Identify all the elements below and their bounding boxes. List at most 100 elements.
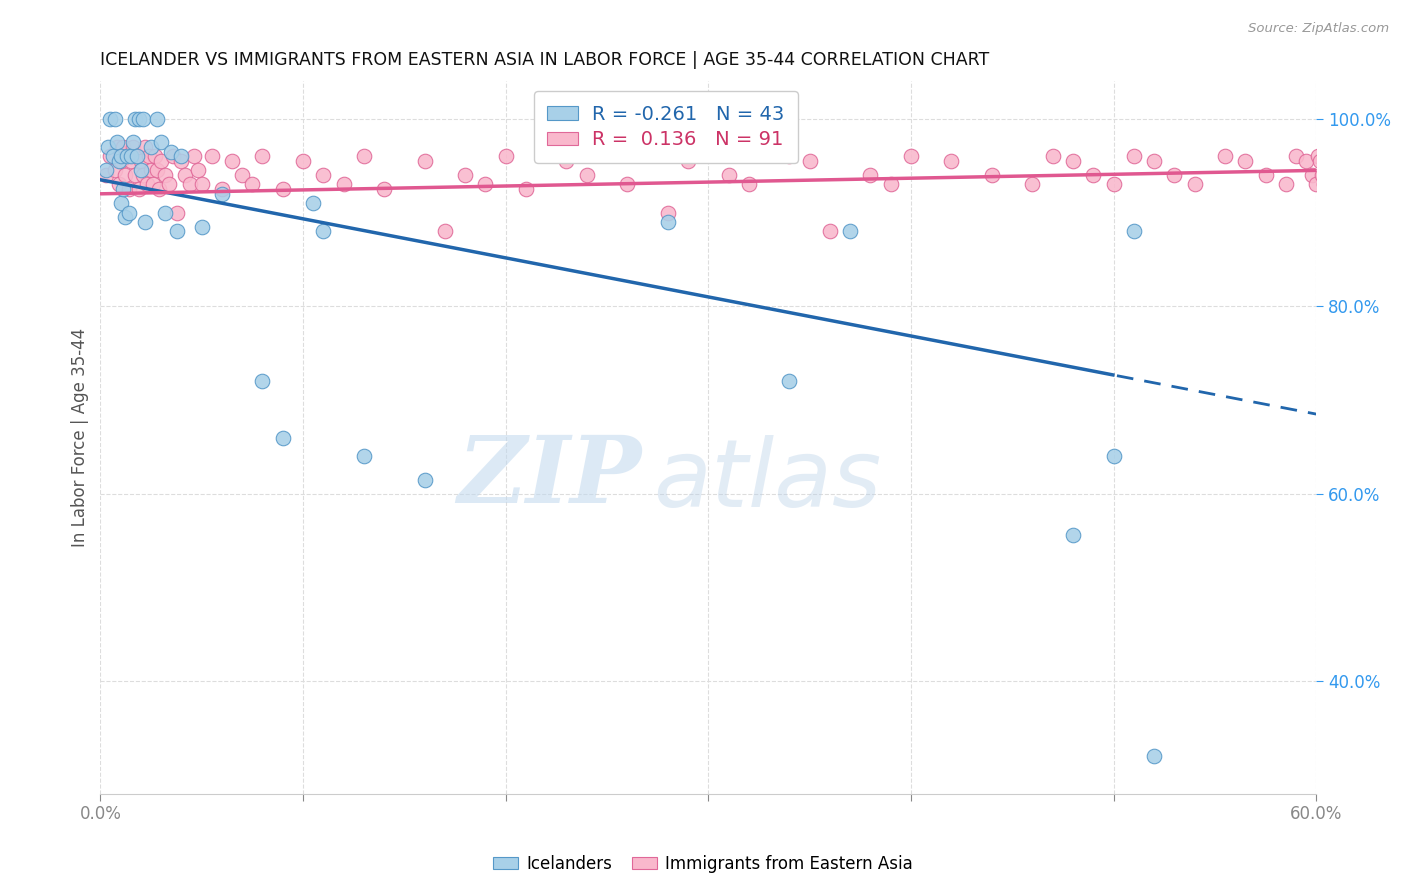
Point bbox=[179, 178, 201, 192]
Point bbox=[221, 154, 243, 169]
Legend: Icelanders, Immigrants from Eastern Asia: Icelanders, Immigrants from Eastern Asia bbox=[486, 848, 920, 880]
Point bbox=[859, 168, 882, 182]
Point bbox=[1143, 154, 1166, 169]
Point bbox=[103, 163, 125, 178]
Point bbox=[839, 224, 862, 238]
Point bbox=[105, 140, 128, 154]
Point bbox=[373, 182, 395, 196]
Legend: R = -0.261   N = 43, R =  0.136   N = 91: R = -0.261 N = 43, R = 0.136 N = 91 bbox=[534, 91, 797, 163]
Point bbox=[1062, 528, 1084, 542]
Point bbox=[657, 205, 679, 219]
Point bbox=[1313, 178, 1336, 192]
Point bbox=[1295, 154, 1317, 169]
Point bbox=[271, 430, 294, 444]
Point bbox=[170, 154, 193, 169]
Point bbox=[413, 154, 436, 169]
Point bbox=[124, 168, 146, 182]
Point bbox=[150, 135, 173, 149]
Point bbox=[146, 163, 169, 178]
Point bbox=[941, 154, 963, 169]
Point bbox=[148, 182, 170, 196]
Point bbox=[1315, 154, 1337, 169]
Point bbox=[1122, 224, 1144, 238]
Point bbox=[146, 112, 169, 126]
Point bbox=[1122, 149, 1144, 163]
Point bbox=[101, 149, 124, 163]
Point bbox=[1021, 178, 1043, 192]
Text: atlas: atlas bbox=[654, 434, 882, 525]
Point bbox=[1102, 178, 1125, 192]
Point bbox=[1254, 168, 1277, 182]
Point bbox=[312, 224, 335, 238]
Point bbox=[433, 224, 456, 238]
Point bbox=[271, 182, 294, 196]
Point bbox=[139, 140, 162, 154]
Point bbox=[115, 149, 138, 163]
Point bbox=[121, 140, 143, 154]
Point bbox=[1163, 168, 1185, 182]
Point bbox=[240, 178, 263, 192]
Point bbox=[900, 149, 922, 163]
Point bbox=[676, 154, 699, 169]
Point bbox=[332, 178, 354, 192]
Point bbox=[211, 186, 233, 201]
Point bbox=[121, 135, 143, 149]
Point bbox=[575, 168, 598, 182]
Point bbox=[110, 154, 132, 169]
Point bbox=[114, 211, 136, 225]
Point bbox=[1309, 154, 1331, 169]
Point bbox=[312, 168, 335, 182]
Point bbox=[1042, 149, 1064, 163]
Point bbox=[1184, 178, 1206, 192]
Point bbox=[120, 149, 142, 163]
Point bbox=[129, 163, 152, 178]
Point bbox=[778, 149, 800, 163]
Point bbox=[129, 154, 152, 169]
Point bbox=[1083, 168, 1105, 182]
Point bbox=[1305, 178, 1327, 192]
Point bbox=[143, 149, 166, 163]
Point bbox=[170, 149, 193, 163]
Point bbox=[1102, 449, 1125, 463]
Point bbox=[555, 154, 578, 169]
Point bbox=[118, 182, 141, 196]
Point bbox=[153, 205, 176, 219]
Point bbox=[128, 182, 150, 196]
Point bbox=[717, 168, 740, 182]
Point bbox=[1234, 154, 1257, 169]
Point bbox=[153, 168, 176, 182]
Point bbox=[657, 215, 679, 229]
Point bbox=[190, 219, 212, 234]
Point bbox=[107, 178, 129, 192]
Point bbox=[1285, 149, 1308, 163]
Point bbox=[103, 112, 125, 126]
Point bbox=[107, 154, 129, 169]
Point bbox=[1143, 749, 1166, 764]
Point bbox=[111, 140, 134, 154]
Point bbox=[231, 168, 253, 182]
Point bbox=[190, 178, 212, 192]
Point bbox=[738, 178, 761, 192]
Point bbox=[118, 205, 141, 219]
Point bbox=[162, 149, 184, 163]
Point bbox=[136, 178, 159, 192]
Point bbox=[1275, 178, 1298, 192]
Point bbox=[174, 168, 197, 182]
Point bbox=[454, 168, 477, 182]
Point bbox=[201, 149, 224, 163]
Point bbox=[1062, 154, 1084, 169]
Point bbox=[252, 374, 274, 388]
Point bbox=[252, 149, 274, 163]
Point bbox=[100, 149, 122, 163]
Point bbox=[515, 182, 537, 196]
Point bbox=[96, 168, 118, 182]
Point bbox=[150, 154, 173, 169]
Point bbox=[291, 154, 314, 169]
Point bbox=[211, 182, 233, 196]
Point bbox=[96, 163, 118, 178]
Point bbox=[353, 449, 375, 463]
Point bbox=[778, 374, 800, 388]
Point bbox=[110, 149, 132, 163]
Point bbox=[120, 154, 142, 169]
Point bbox=[134, 215, 156, 229]
